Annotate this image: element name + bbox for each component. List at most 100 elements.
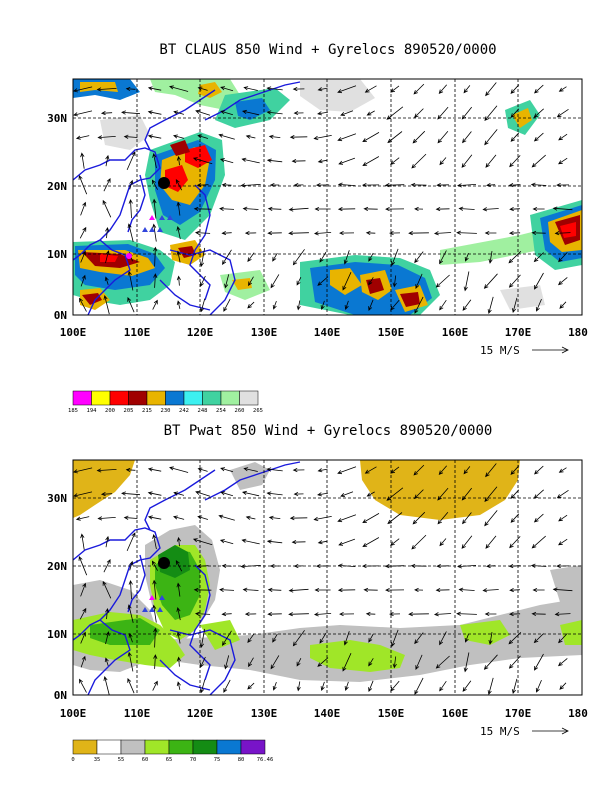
pwat-wind-vector — [192, 538, 213, 546]
pwat-wind-vector — [296, 681, 301, 692]
claus-wind-vector — [558, 133, 568, 141]
claus-wind-vector — [337, 207, 356, 212]
claus-wind-vector — [79, 297, 87, 312]
pwat-colorbar-label: 70 — [190, 757, 197, 763]
claus-wind-vector — [559, 301, 567, 309]
x-tick-label: 120E — [187, 707, 214, 720]
claus-wind-vector — [340, 110, 354, 116]
pwat-wind-vector — [485, 463, 497, 478]
claus-wind-vector — [103, 177, 111, 192]
pwat-wind-vector — [484, 510, 498, 527]
pwat-wind-vector — [387, 512, 403, 525]
claus-wind-vector — [463, 85, 471, 94]
pwat-title: BT Pwat 850 Wind + Gyrelocs 890520/0000 — [164, 423, 493, 439]
pwat-wind-vector — [197, 515, 209, 520]
pwat-wind-vector — [292, 630, 305, 647]
claus-colorbar-label: 205 — [124, 408, 134, 414]
pwat-wind-vector — [78, 555, 88, 576]
claus-wind-vectors — [73, 82, 573, 315]
claus-wind-vector — [320, 300, 325, 310]
pwat-wind-vector — [390, 538, 400, 546]
pwat-wind-vector — [293, 563, 304, 569]
claus-wind-vector — [362, 156, 380, 166]
claus-colorbar-swatch — [239, 390, 259, 406]
claus-wind-vector — [533, 132, 544, 142]
claus-wind-vector — [462, 131, 472, 144]
claus-wind-vector — [462, 299, 472, 311]
reference-vector-label: 15 M/S — [480, 725, 520, 738]
pwat-wind-vector — [293, 491, 304, 497]
gyre-triangle-marker — [159, 215, 165, 220]
claus-wind-vector — [485, 154, 497, 168]
pwat-colorbar-label: 75 — [214, 757, 221, 763]
claus-wind-vector — [194, 230, 211, 235]
pwat-wind-vector — [485, 535, 497, 549]
claus-panel: BT CLAUS 850 Wind + Gyrelocs 890520/0000 — [47, 42, 588, 414]
pwat-wind-vector — [461, 487, 473, 501]
pwat-wind-vector — [558, 467, 567, 473]
pwat-gyre-markers — [142, 557, 170, 612]
y-tick-label: 0N — [54, 309, 67, 322]
pwat-wind-vector — [289, 516, 308, 521]
pwat-wind-vector — [485, 563, 496, 569]
claus-wind-vector — [73, 86, 93, 93]
claus-wind-vector — [339, 230, 355, 236]
claus-wind-vector — [243, 86, 258, 91]
pwat-wind-vector — [464, 633, 469, 643]
claus-wind-vector — [461, 154, 473, 168]
pwat-wind-vector — [558, 514, 568, 522]
pwat-wind-vector — [245, 515, 256, 520]
pwat-wind-vector — [221, 630, 232, 647]
x-tick-label: 100E — [60, 707, 87, 720]
claus-wind-vector — [272, 252, 278, 262]
pwat-wind-vector — [79, 607, 87, 620]
pwat-wind-vector — [314, 587, 331, 593]
claus-wind-vector — [200, 298, 206, 313]
claus-colorbar-label: 200 — [105, 408, 115, 414]
pwat-wind-vector — [176, 631, 181, 644]
pwat-wind-vector — [439, 631, 447, 646]
claus-wind-vector — [530, 182, 547, 187]
pwat-wind-vector — [317, 492, 329, 497]
pwat-wind-vector — [386, 487, 404, 501]
claus-wind-vector — [509, 155, 521, 168]
pwat-wind-vector — [243, 467, 258, 472]
pwat-wind-vector — [508, 564, 521, 569]
pwat-wind-vector — [414, 587, 424, 593]
pwat-wind-vector — [509, 587, 520, 593]
claus-wind-vector — [390, 299, 400, 311]
pwat-colorbar-swatch — [96, 739, 122, 755]
pwat-wind-vector — [244, 611, 257, 617]
pwat-wind-vector — [342, 653, 352, 672]
x-tick-label: 180 — [568, 707, 588, 720]
claus-wind-vector — [272, 300, 277, 310]
pwat-wind-vector — [79, 678, 87, 693]
claus-wind-vector — [127, 270, 134, 291]
claus-wind-vector — [200, 275, 206, 287]
claus-wind-vector — [488, 251, 493, 264]
claus-wind-vector — [556, 108, 569, 118]
pwat-wind-vector — [220, 491, 234, 497]
claus-wind-vector — [552, 206, 573, 211]
claus-gridlines — [73, 79, 582, 315]
pwat-wind-vector — [368, 633, 374, 643]
pwat-wind-vector — [272, 633, 278, 643]
claus-colorbar-label: 254 — [216, 408, 227, 414]
pwat-wind-vector — [532, 587, 545, 593]
claus-wind-vector — [509, 206, 520, 212]
claus-wind-vector — [437, 131, 449, 144]
claus-wind-vector — [487, 296, 494, 314]
claus-wind-vector — [147, 86, 162, 91]
gyre-center-marker — [158, 557, 170, 569]
claus-wind-vector — [485, 82, 497, 97]
claus-wind-vector — [153, 246, 158, 267]
x-tick-label: 140E — [314, 707, 341, 720]
pwat-wind-vector — [288, 612, 309, 617]
y-tick-label: 0N — [54, 689, 67, 702]
claus-colorbar-label: 248 — [198, 408, 208, 414]
pwat-wind-vector — [508, 655, 521, 669]
claus-wind-vector — [534, 84, 544, 94]
pwat-wind-vector — [152, 579, 157, 600]
pwat-wind-vector — [317, 657, 329, 667]
